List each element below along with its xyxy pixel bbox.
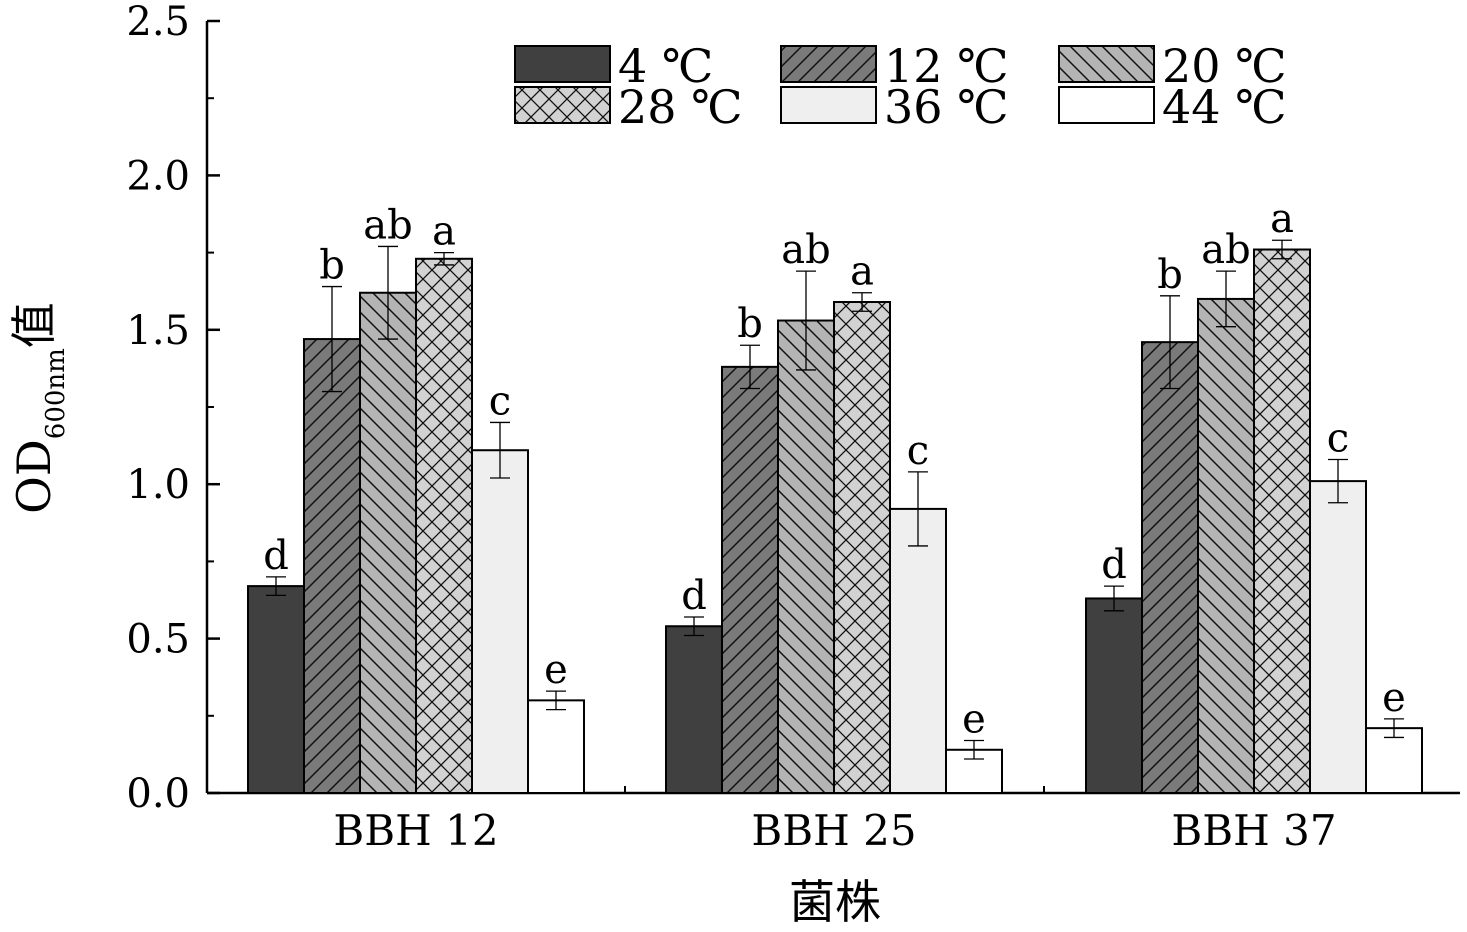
x-ticks: BBH 12 BBH 25 BBH 37: [333, 781, 1337, 855]
bar: [833, 301, 891, 794]
bar: [247, 585, 305, 794]
y-tick-label: 0.0: [126, 771, 190, 817]
significance-label: ab: [781, 227, 830, 273]
significance-label: ab: [1201, 227, 1250, 273]
y-axis-title: OD600nm值: [7, 302, 71, 514]
x-category-label: BBH 25: [751, 806, 916, 855]
significance-label: ab: [363, 202, 412, 248]
significance-label: e: [962, 697, 986, 743]
legend-swatch: [514, 45, 611, 83]
y-axis-title-subscript: 600nm: [41, 348, 71, 439]
legend-label: 36 ℃: [884, 80, 1009, 134]
significance-label: a: [432, 209, 456, 255]
significance-label: c: [1327, 415, 1349, 461]
significance-label: c: [907, 428, 929, 474]
y-tick-label: 2.5: [126, 0, 190, 45]
bar: [1253, 248, 1311, 794]
y-ticks: 0.0 0.5 1.0 1.5 2.0 2.5: [126, 0, 220, 817]
legend: 4 ℃ 12 ℃ 20 ℃ 28 ℃ 36 ℃ 44 ℃: [514, 39, 1287, 134]
significance-label: b: [1157, 252, 1183, 298]
bar: [721, 365, 779, 794]
y-tick-label: 1.5: [126, 308, 190, 354]
y-tick-label: 0.5: [126, 617, 190, 663]
y-axis-title-main: OD: [7, 439, 61, 514]
bar: [1085, 597, 1143, 794]
significance-label: d: [1101, 542, 1127, 588]
legend-swatch: [1058, 45, 1155, 83]
bar: [303, 338, 361, 794]
bar: [359, 291, 417, 794]
legend-label: 28 ℃: [618, 80, 743, 134]
bar: [1141, 341, 1199, 794]
significance-label: b: [737, 301, 763, 347]
bar: [415, 257, 473, 794]
legend-swatch: [514, 86, 611, 124]
bar: [1309, 480, 1367, 794]
legend-label: 4 ℃: [618, 39, 713, 93]
significance-label: d: [263, 533, 289, 579]
bar: [1365, 727, 1423, 794]
legend-label: 12 ℃: [884, 39, 1009, 93]
bar: [777, 319, 835, 794]
legend-swatch: [1058, 86, 1155, 124]
significance-label: e: [544, 647, 568, 693]
legend-label: 20 ℃: [1162, 39, 1287, 93]
significance-label: a: [1270, 196, 1294, 242]
y-tick-label: 2.0: [126, 153, 190, 199]
significance-label: e: [1382, 675, 1406, 721]
bar: [889, 507, 947, 794]
legend-swatch: [780, 45, 877, 83]
x-category-label: BBH 37: [1171, 806, 1336, 855]
y-axis-title-suffix: 值: [7, 302, 61, 348]
bar: [1197, 297, 1255, 794]
bar: [471, 449, 529, 794]
significance-label: c: [489, 378, 511, 424]
legend-swatch: [780, 86, 877, 124]
significance-label: d: [681, 573, 707, 619]
legend-label: 44 ℃: [1162, 80, 1287, 134]
y-tick-label: 1.0: [126, 462, 190, 508]
bar: [527, 699, 585, 794]
bar: [665, 625, 723, 794]
x-axis-title: 菌株: [789, 875, 881, 927]
significance-label: b: [319, 243, 345, 289]
x-category-label: BBH 12: [333, 806, 498, 855]
significance-label: a: [850, 249, 874, 295]
